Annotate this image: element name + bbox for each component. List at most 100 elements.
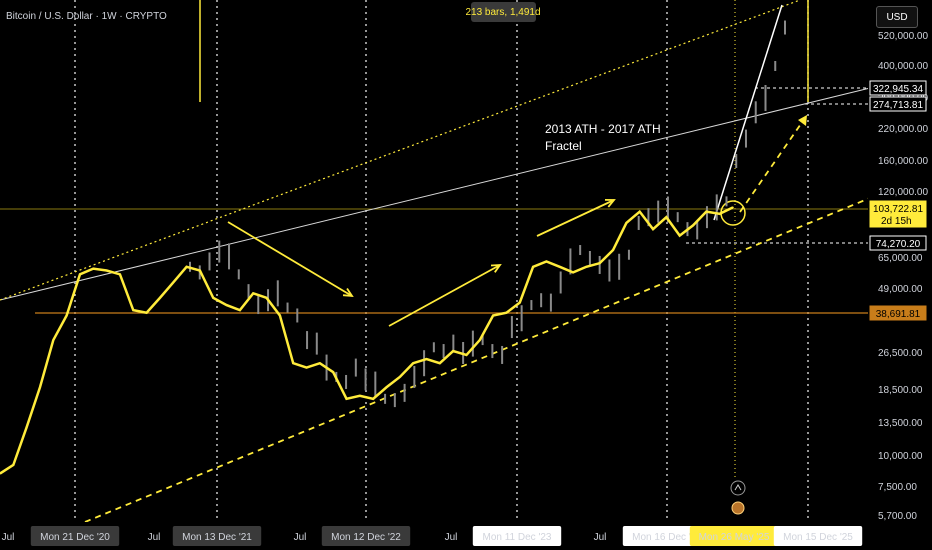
- series-point: [545, 260, 548, 263]
- lower-channel-line: [84, 197, 871, 523]
- x-tick-label: Jul: [2, 532, 15, 543]
- x-tick-label: Jul: [294, 532, 307, 543]
- highlight-circle: [720, 200, 746, 226]
- bars-badge: 213 bars, 1,491d: [465, 2, 541, 22]
- x-tick-box: [689, 526, 779, 546]
- trend-arrow: [536, 199, 615, 237]
- y-tick-label: 65,000.00: [878, 253, 923, 264]
- series-point: [612, 249, 614, 251]
- trend-arrowhead: [490, 264, 502, 273]
- trend-arrowhead: [604, 198, 616, 208]
- series-point: [638, 210, 641, 213]
- series-point: [678, 234, 681, 237]
- y-tick-label: 160,000.00: [878, 156, 928, 167]
- alert-icon[interactable]: [730, 480, 746, 496]
- series-line: [0, 206, 734, 475]
- projection-arrowhead: [798, 115, 807, 126]
- grid-layer: [0, 0, 870, 522]
- series-point: [79, 273, 81, 276]
- x-tick-label: Mon 16 Dec '24: [632, 532, 702, 543]
- series-point: [425, 358, 428, 360]
- series-point: [478, 339, 481, 341]
- annotation-line2: Fractel: [545, 139, 582, 153]
- y-tick-label: 13,500.00: [878, 418, 923, 429]
- series-point: [465, 354, 468, 356]
- upper-channel-line: [0, 0, 801, 301]
- price-tag-74k: 74,270.20: [876, 239, 921, 250]
- y-tick-label: 400,000.00: [878, 61, 928, 72]
- series-point: [239, 309, 241, 311]
- series-point: [505, 311, 508, 314]
- series-point: [385, 386, 388, 389]
- y-tick-label: 220,000.00: [878, 124, 928, 135]
- series-point: [585, 265, 588, 268]
- trend-arrow: [227, 221, 353, 297]
- series-point: [172, 281, 175, 284]
- series-point: [105, 269, 108, 272]
- series-point: [692, 224, 694, 227]
- x-tick-label: Mon 21 Dec '20: [40, 532, 110, 543]
- series-point: [718, 213, 721, 215]
- chart-title: Bitcoin / U.S. Dollar · 1W · CRYPTO: [6, 11, 167, 22]
- y-tick-label: 5,700.00: [878, 511, 917, 522]
- series-point: [0, 472, 1, 475]
- y-tick-label: 10,000.00: [878, 451, 923, 462]
- x-tick-box: [172, 526, 262, 546]
- x-tick-label: Mon 26 May '25: [699, 532, 770, 543]
- series-point: [359, 395, 361, 397]
- series-point: [119, 273, 121, 276]
- series-point: [65, 314, 68, 317]
- series-point: [145, 311, 148, 314]
- series-point: [452, 350, 454, 352]
- price-tag-orange-bg: [869, 305, 927, 321]
- currency-button[interactable]: USD: [876, 6, 918, 28]
- series-point: [439, 362, 441, 365]
- series-point: [412, 362, 414, 365]
- x-tick-label: Mon 13 Dec '21: [182, 532, 252, 543]
- series-point: [39, 386, 41, 389]
- series-point: [199, 269, 201, 272]
- steep-projection-line: [713, 4, 783, 221]
- event-marker-icon[interactable]: [731, 501, 745, 515]
- x-tick-box: [30, 526, 120, 546]
- price-tag-current-sub: 2d 15h: [881, 216, 912, 227]
- y-tick-label: 18,500.00: [878, 385, 923, 396]
- series-point: [12, 464, 15, 466]
- trend-arrow: [388, 264, 501, 327]
- time-axis[interactable]: Jul Mon 21 Dec '20 Jul Mon 13 Dec '21 Jul Mon…: [0, 522, 932, 550]
- trend-arrowhead: [342, 287, 354, 298]
- trendlines-layer: [0, 0, 871, 523]
- y-tick-label: 7,500.00: [878, 482, 917, 493]
- price-tag-274k-bg: [869, 96, 927, 112]
- series-point: [319, 362, 321, 365]
- series-point: [492, 314, 494, 317]
- series-point: [399, 376, 401, 378]
- yellow-series: [0, 206, 734, 475]
- series-point: [132, 309, 135, 311]
- price-tag-322k: 322,945.34: [873, 84, 923, 95]
- y-tick-label: 26,500.00: [878, 348, 923, 359]
- series-point: [652, 228, 654, 230]
- y-tick-label: 120,000.00: [878, 187, 928, 198]
- x-tick-label: Mon 15 Dec '25: [783, 532, 853, 543]
- price-axis[interactable]: 520,000.00400,000.00300,000.00220,000.00…: [868, 0, 932, 522]
- series-point: [332, 371, 334, 373]
- series-point: [572, 271, 574, 274]
- series-point: [518, 301, 521, 304]
- price-tag-322k-bg: [869, 80, 927, 96]
- series-point: [265, 297, 268, 299]
- series-point: [225, 304, 228, 306]
- fan-trendline: [0, 87, 871, 301]
- series-point: [92, 267, 95, 270]
- price-tag-current-bg: [869, 200, 927, 228]
- x-tick-label: Jul: [148, 532, 161, 543]
- series-point: [625, 222, 628, 224]
- y-tick-label: 520,000.00: [878, 31, 928, 42]
- y-tick-label: 49,000.00: [878, 284, 923, 295]
- x-tick-box: [773, 526, 863, 546]
- series-point: [279, 314, 281, 317]
- price-tag-74k-bg: [869, 235, 927, 251]
- series-point: [292, 362, 295, 365]
